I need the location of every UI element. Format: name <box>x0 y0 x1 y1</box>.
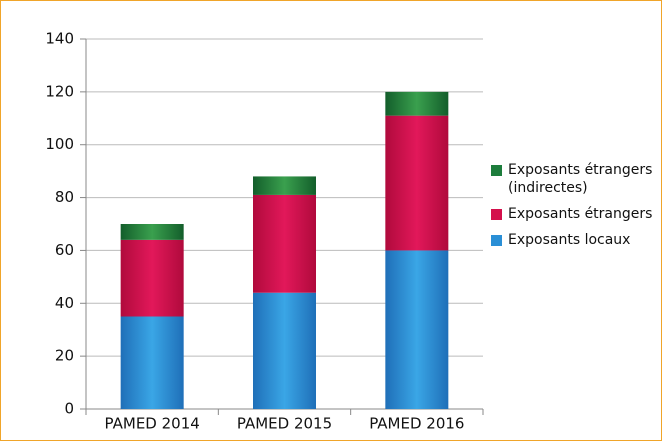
bar-segment <box>120 224 184 240</box>
y-tick-label: 60 <box>55 241 74 259</box>
x-tick-label: PAMED 2014 <box>105 415 200 433</box>
legend-label: Exposants étrangers <box>508 206 653 222</box>
y-tick-label: 0 <box>64 400 74 418</box>
y-tick-label: 80 <box>55 188 74 206</box>
bar-segment <box>385 115 449 251</box>
legend-item: Exposants étrangers <box>491 205 661 223</box>
legend-item: Exposants étrangers (indirectes) <box>491 161 661 197</box>
bar-segment <box>120 239 184 317</box>
legend-swatch <box>491 209 502 220</box>
legend-swatch <box>491 165 502 176</box>
bar-segment <box>253 292 316 409</box>
bar-segment <box>120 316 184 409</box>
legend-item: Exposants locaux <box>491 231 661 249</box>
y-tick-label: 140 <box>45 30 74 48</box>
legend-swatch <box>491 235 502 246</box>
x-tick-label: PAMED 2016 <box>369 415 464 433</box>
y-tick-label: 120 <box>45 82 74 100</box>
legend-label: Exposants étrangers (indirectes) <box>508 162 653 196</box>
y-tick-label: 40 <box>55 294 74 312</box>
bar-segment <box>385 250 449 409</box>
legend-label: Exposants locaux <box>508 232 631 248</box>
bar-segment <box>253 194 316 293</box>
x-tick-label: PAMED 2015 <box>237 415 332 433</box>
y-tick-label: 20 <box>55 347 74 365</box>
bar-segment <box>385 91 449 116</box>
bar-segment <box>253 176 316 195</box>
y-tick-label: 100 <box>45 135 74 153</box>
legend: Exposants étrangers (indirectes) Exposant… <box>491 161 661 257</box>
